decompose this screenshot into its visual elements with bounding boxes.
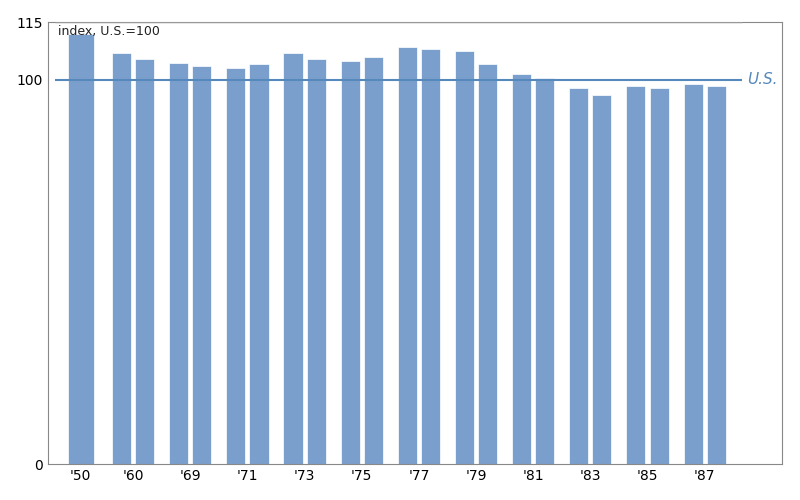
Bar (364, 57, 383, 465)
Bar (455, 51, 474, 465)
Bar (169, 62, 188, 464)
Bar (593, 95, 611, 465)
Bar (535, 78, 554, 464)
Bar (306, 58, 326, 464)
Bar (192, 66, 211, 464)
Bar (112, 53, 131, 465)
Bar (341, 60, 360, 464)
Bar (226, 68, 246, 464)
Bar (626, 86, 646, 464)
Bar (135, 58, 154, 464)
Bar (250, 64, 269, 464)
Bar (421, 49, 440, 465)
Bar (706, 86, 726, 464)
Bar (570, 88, 588, 464)
Bar (478, 64, 497, 464)
Bar (68, 34, 94, 465)
Bar (684, 84, 702, 464)
Bar (512, 74, 531, 464)
Text: U.S.: U.S. (747, 72, 778, 88)
Bar (283, 53, 302, 465)
Bar (650, 88, 669, 464)
Bar (398, 47, 417, 465)
Text: index, U.S.=100: index, U.S.=100 (58, 25, 160, 38)
